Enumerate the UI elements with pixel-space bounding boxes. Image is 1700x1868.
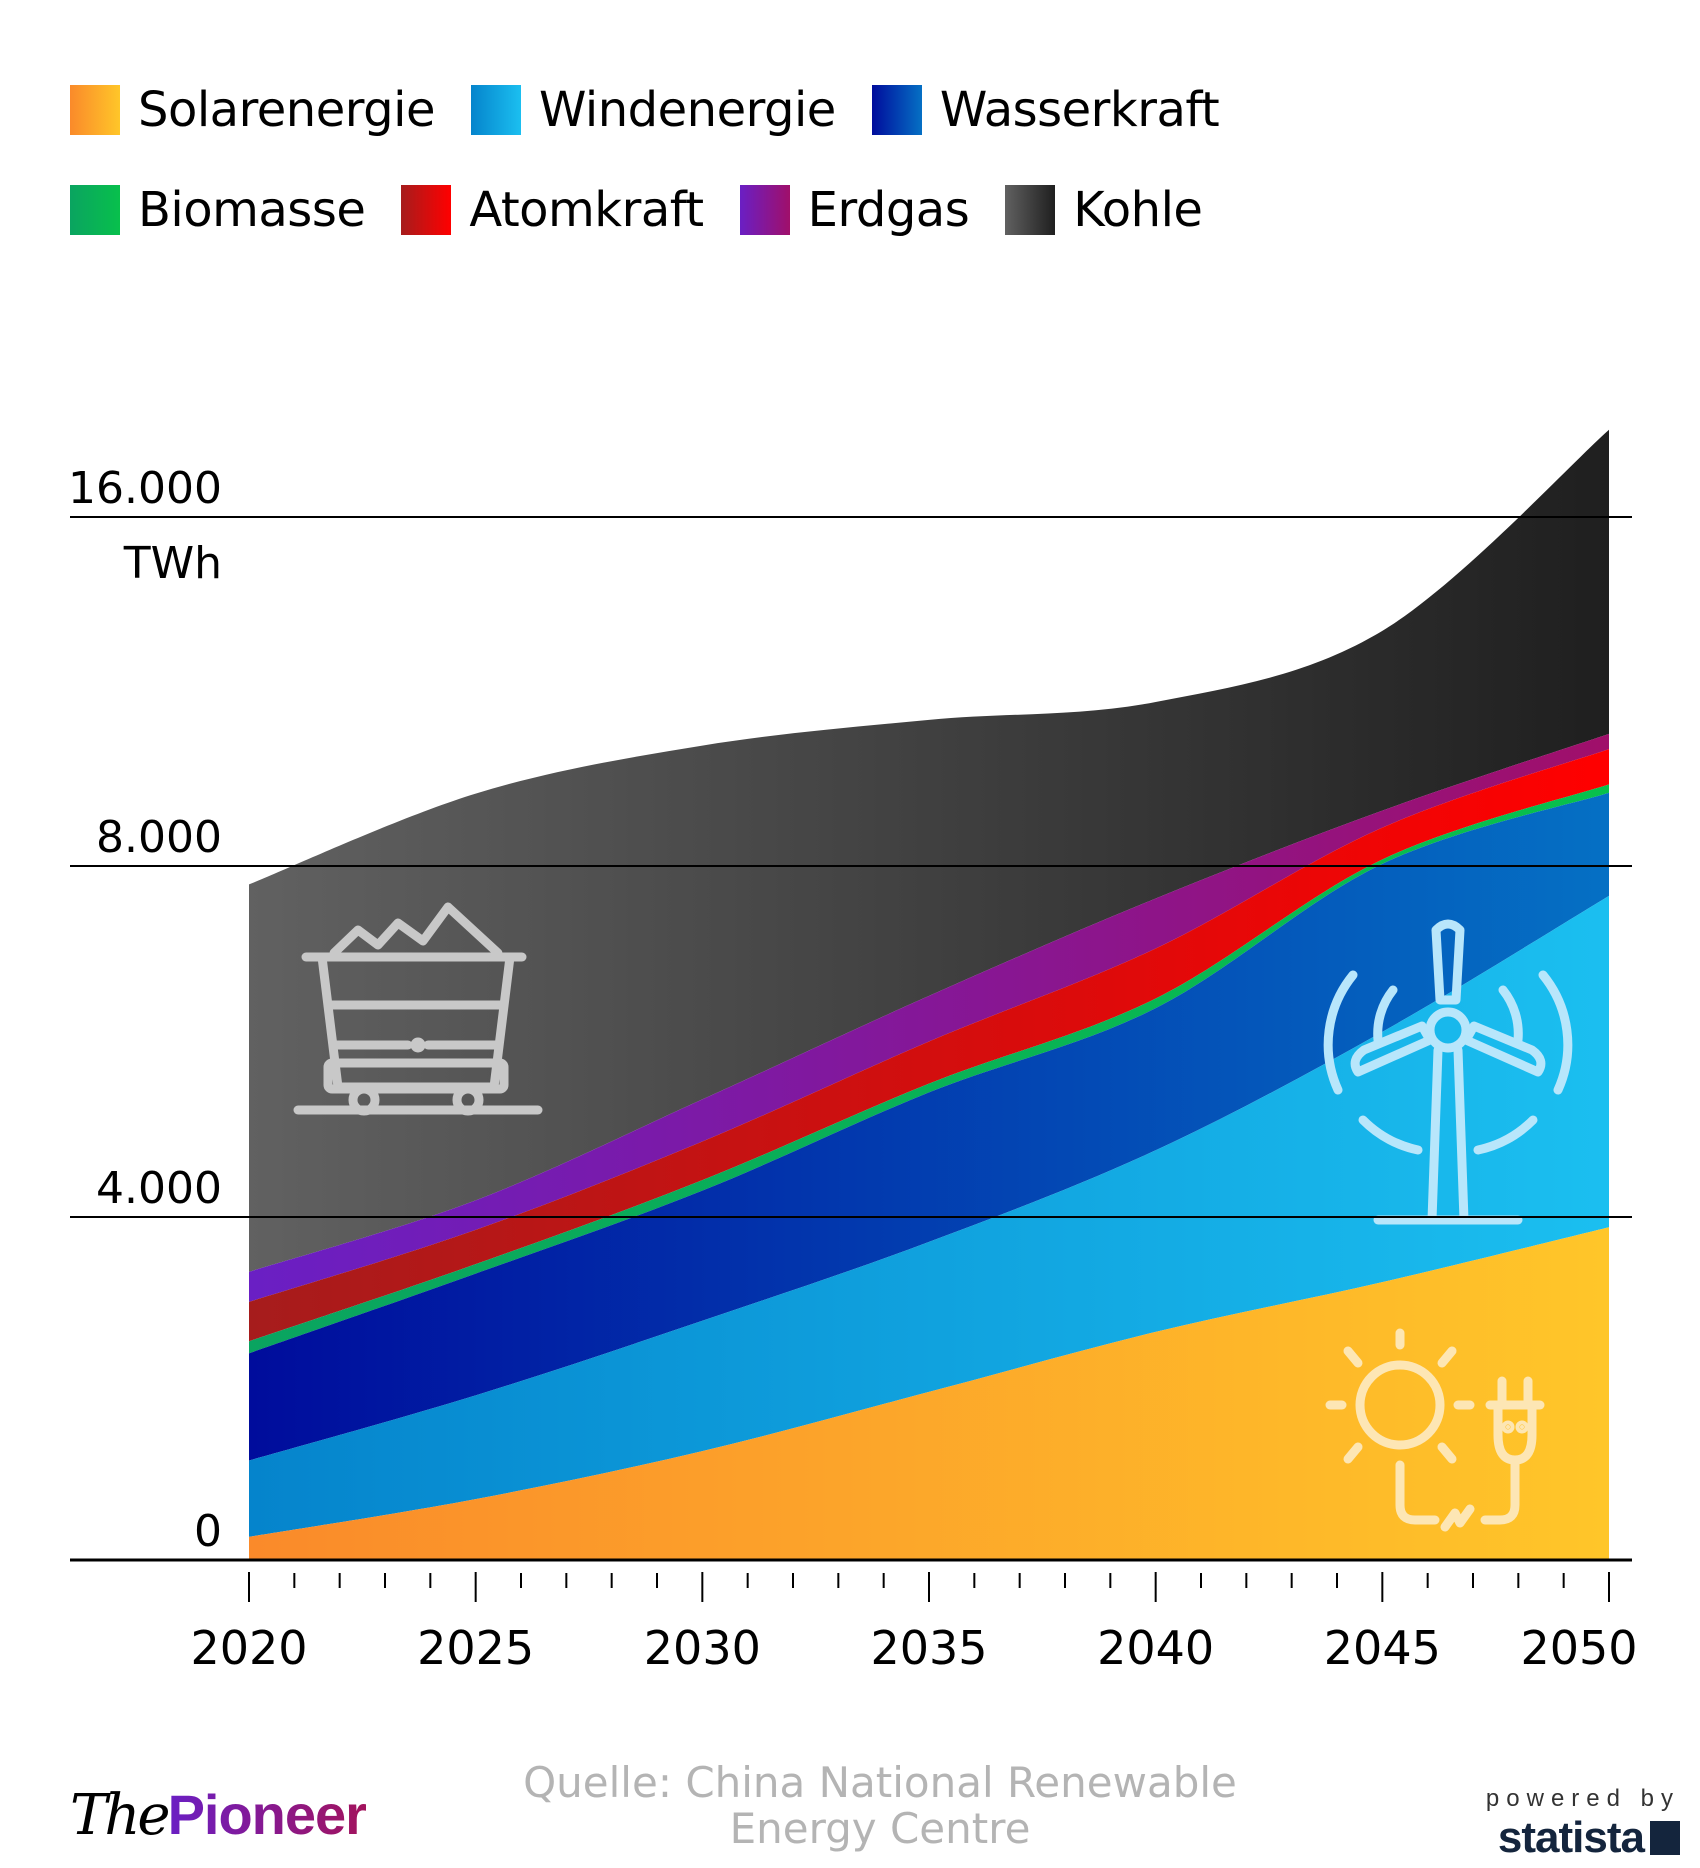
x-tick-label: 2045 xyxy=(1324,1621,1441,1675)
legend-row-2: Biomasse Atomkraft Erdgas Kohle xyxy=(70,160,1470,260)
mine-cart-icon xyxy=(293,902,543,1116)
wind-turbine-icon xyxy=(1323,919,1573,1225)
legend-item-bio: Biomasse xyxy=(70,182,366,238)
legend-label-wind: Windenergie xyxy=(538,82,836,138)
legend-swatch-wind xyxy=(470,85,521,135)
legend-item-nuclear: Atomkraft xyxy=(401,182,704,238)
legend: Solarenergie Windenergie Wasserkraft Bio… xyxy=(70,60,1470,260)
x-tick-label: 2050 xyxy=(1520,1621,1637,1675)
legend-row-1: Solarenergie Windenergie Wasserkraft xyxy=(70,60,1470,160)
legend-swatch-bio xyxy=(70,185,120,235)
area-layers xyxy=(249,429,1609,1560)
statista-wordmark: statista xyxy=(1498,1813,1680,1863)
y-tick-label: 16.000 xyxy=(68,463,222,514)
area-solar xyxy=(249,1227,1609,1560)
statista-flag-icon xyxy=(1650,1821,1680,1855)
legend-swatch-nuclear xyxy=(401,185,452,235)
y-axis-unit-label: TWh xyxy=(123,538,222,589)
legend-label-coal: Kohle xyxy=(1073,182,1203,238)
chart-icons xyxy=(293,902,1573,1532)
legend-label-nuclear: Atomkraft xyxy=(469,182,704,238)
powered-by-label: powered by xyxy=(1485,1785,1680,1812)
legend-label-gas: Erdgas xyxy=(807,182,970,238)
sun-plug-icon xyxy=(1325,1328,1545,1532)
x-tick-label: 2040 xyxy=(1097,1621,1214,1675)
area-coal xyxy=(249,429,1609,1272)
gridlines xyxy=(70,516,1632,1562)
area-bio xyxy=(249,784,1609,1354)
x-tick-label: 2020 xyxy=(190,1621,307,1675)
brand-pioneer: Pioneer xyxy=(167,1783,367,1846)
legend-swatch-solar xyxy=(70,85,120,135)
source-line-1: Quelle: China National Renewable xyxy=(523,1758,1237,1807)
brand-the: The xyxy=(70,1783,171,1848)
legend-item-solar: Solarenergie xyxy=(70,85,435,135)
legend-label-bio: Biomasse xyxy=(138,182,366,238)
x-tick-label: 2025 xyxy=(417,1621,534,1675)
x-axis: 2020 2025 2030 2035 2040 2045 2050 xyxy=(190,1572,1638,1675)
area-gas xyxy=(249,733,1609,1302)
thepioneer-logo: ThePioneer xyxy=(70,1782,367,1848)
statista-logo: powered by statista xyxy=(1480,1785,1680,1863)
x-tick-label: 2030 xyxy=(644,1621,761,1675)
y-tick-label: 4.000 xyxy=(96,1163,222,1214)
legend-swatch-gas xyxy=(739,185,790,235)
legend-item-gas: Erdgas xyxy=(739,182,970,238)
legend-item-wind: Windenergie xyxy=(470,82,836,138)
x-tick-label: 2035 xyxy=(870,1621,987,1675)
legend-swatch-coal xyxy=(1005,185,1056,235)
legend-swatch-hydro xyxy=(871,85,922,135)
y-tick-label: 0 xyxy=(194,1506,222,1557)
area-nuclear xyxy=(249,749,1609,1342)
area-hydro xyxy=(249,792,1609,1461)
statista-text: statista xyxy=(1497,1813,1645,1862)
legend-label-hydro: Wasserkraft xyxy=(939,82,1220,138)
legend-item-coal: Kohle xyxy=(1005,182,1203,238)
area-wind xyxy=(249,895,1609,1537)
legend-item-hydro: Wasserkraft xyxy=(871,82,1220,138)
y-tick-label: 8.000 xyxy=(96,812,222,863)
source-note: Quelle: China National Renewable Energy … xyxy=(440,1760,1320,1852)
legend-label-solar: Solarenergie xyxy=(138,82,435,138)
y-axis-labels: 0 4.000 8.000 16.000 xyxy=(68,463,222,1557)
source-line-2: Energy Centre xyxy=(729,1804,1031,1853)
